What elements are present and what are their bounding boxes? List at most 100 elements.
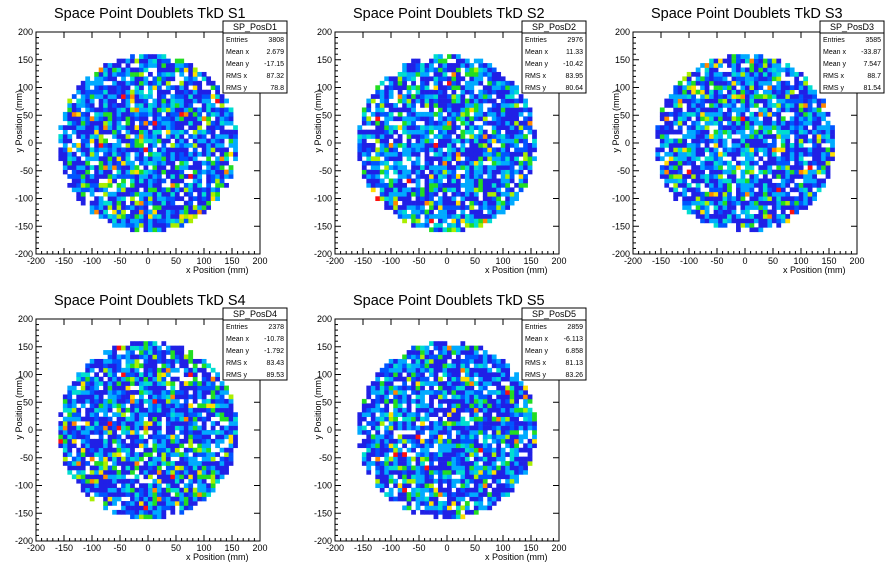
heatmap-cell <box>740 111 746 117</box>
heatmap-cell <box>134 398 140 404</box>
heatmap-cell <box>415 98 421 104</box>
heatmap-cell <box>112 165 117 170</box>
heatmap-cell <box>152 461 158 466</box>
heatmap-cell <box>794 205 800 210</box>
heatmap-cell <box>112 111 117 117</box>
heatmap-cell <box>98 483 104 489</box>
heatmap-cell <box>731 54 737 59</box>
heatmap-cell <box>89 116 95 122</box>
heatmap-cell <box>130 111 135 117</box>
heatmap-cell <box>210 107 216 113</box>
heatmap-cell <box>134 67 140 73</box>
heatmap-cell <box>402 63 407 68</box>
heatmap-cell <box>85 447 91 453</box>
heatmap-cell <box>491 200 497 206</box>
heatmap-cell <box>700 151 705 157</box>
heatmap-cell <box>152 116 158 122</box>
heatmap-cell <box>165 394 171 400</box>
heatmap-cell <box>134 381 140 386</box>
heatmap-cell <box>704 120 710 126</box>
heatmap-cell <box>429 107 434 113</box>
heatmap-cell <box>704 178 710 184</box>
heatmap-cell <box>89 80 95 86</box>
heatmap-cell <box>668 187 674 193</box>
heatmap-cell <box>482 89 488 95</box>
heatmap-cell <box>496 191 502 197</box>
heatmap-cell <box>67 403 73 409</box>
heatmap-cell <box>758 138 764 144</box>
heatmap-cell <box>429 165 434 170</box>
heatmap-cell <box>210 381 216 386</box>
heatmap-cell <box>143 174 149 179</box>
heatmap-cell <box>67 147 73 153</box>
heatmap-cell <box>67 134 73 139</box>
heatmap-cell <box>469 107 475 113</box>
heatmap-cell <box>152 358 158 364</box>
heatmap-cell <box>130 434 135 440</box>
heatmap-cell <box>713 174 719 179</box>
heatmap-cell <box>514 120 519 126</box>
heatmap-cell <box>393 151 399 157</box>
heatmap-cell <box>762 103 768 108</box>
heatmap-cell <box>121 182 126 188</box>
heatmap-cell <box>682 120 688 126</box>
heatmap-cell <box>219 434 225 440</box>
heatmap-cell <box>116 151 122 157</box>
heatmap-cell <box>700 116 705 122</box>
heatmap-cell <box>143 120 149 126</box>
heatmap-cell <box>188 385 194 391</box>
heatmap-cell <box>722 129 728 135</box>
heatmap-cell <box>183 434 189 440</box>
heatmap-cell <box>518 151 524 157</box>
heatmap-cell <box>825 169 831 175</box>
heatmap-cell <box>121 425 126 431</box>
heatmap-cell <box>682 205 688 210</box>
heatmap-cell <box>98 456 104 462</box>
heatmap-cell <box>429 191 434 197</box>
heatmap-cell <box>478 94 484 99</box>
heatmap-cell <box>80 430 86 435</box>
heatmap-cell <box>527 111 533 117</box>
heatmap-cell <box>753 89 759 95</box>
heatmap-cell <box>130 214 135 219</box>
heatmap-cell <box>116 116 122 122</box>
heatmap-cell <box>789 178 795 184</box>
heatmap-cell <box>740 107 746 113</box>
heatmap-cell <box>482 182 488 188</box>
heatmap-cell <box>384 116 390 122</box>
heatmap-cell <box>170 125 176 130</box>
heatmap-cell <box>798 129 804 135</box>
heatmap-cell <box>107 438 113 444</box>
heatmap-cell <box>206 187 212 193</box>
heatmap-cell <box>112 412 117 417</box>
heatmap-cell <box>749 94 755 99</box>
heatmap-cell <box>794 71 800 77</box>
heatmap-cell <box>677 165 683 170</box>
heatmap-cell <box>85 169 91 175</box>
heatmap-cell <box>156 345 162 351</box>
heatmap-cell <box>424 94 430 99</box>
heatmap-cell <box>500 182 506 188</box>
heatmap-cell <box>388 200 394 206</box>
heatmap-cell <box>165 496 171 502</box>
heatmap-cell <box>442 156 448 162</box>
heatmap-cell <box>125 67 131 73</box>
heatmap-cell <box>201 191 207 197</box>
heatmap-cell <box>473 209 479 215</box>
heatmap-cell <box>451 85 457 91</box>
heatmap-cell <box>161 196 167 202</box>
heatmap-cell <box>134 492 140 497</box>
heatmap-cell <box>130 403 135 409</box>
heatmap-cell <box>366 394 372 400</box>
heatmap-cell <box>134 111 140 117</box>
heatmap-cell <box>210 474 216 480</box>
heatmap-cell <box>130 76 135 82</box>
heatmap-cell <box>709 200 714 206</box>
heatmap-cell <box>89 390 95 395</box>
heatmap-cell <box>192 76 198 82</box>
heatmap-cell <box>80 398 86 404</box>
heatmap-cell <box>188 151 194 157</box>
heatmap-cell <box>125 147 131 153</box>
heatmap-cell <box>722 143 728 148</box>
